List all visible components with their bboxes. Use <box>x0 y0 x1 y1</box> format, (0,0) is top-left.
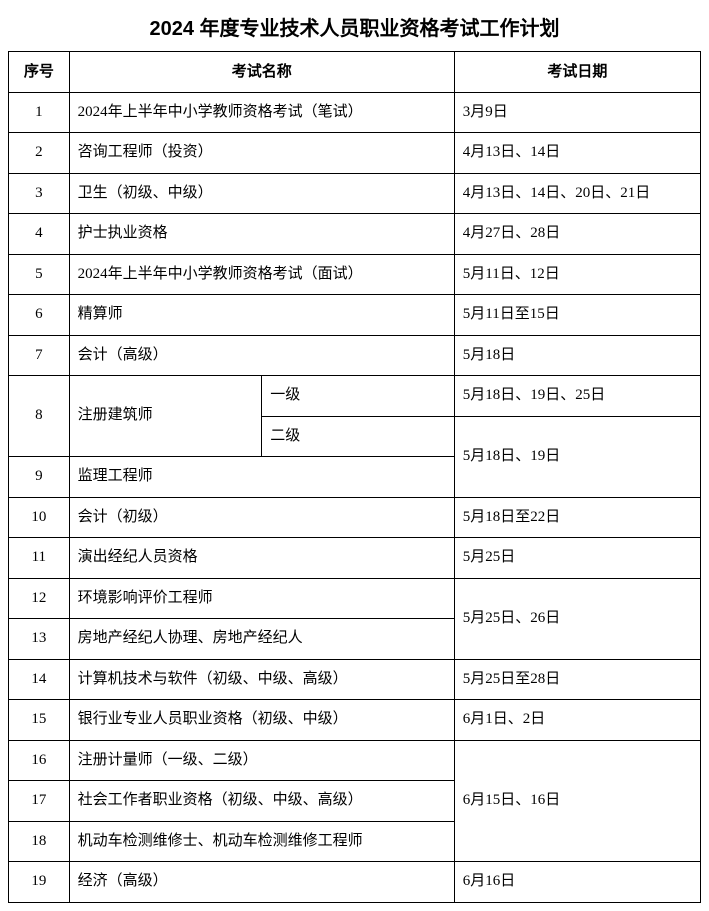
table-row: 4 护士执业资格 4月27日、28日 <box>9 214 701 255</box>
table-row: 12 环境影响评价工程师 5月25日、26日 <box>9 578 701 619</box>
cell-index: 2 <box>9 133 70 174</box>
page-title: 2024 年度专业技术人员职业资格考试工作计划 <box>8 12 701 41</box>
cell-name: 社会工作者职业资格（初级、中级、高级） <box>69 781 454 822</box>
cell-date: 4月27日、28日 <box>454 214 700 255</box>
exam-schedule-table: 序号 考试名称 考试日期 1 2024年上半年中小学教师资格考试（笔试） 3月9… <box>8 51 701 903</box>
cell-date: 4月13日、14日、20日、21日 <box>454 173 700 214</box>
table-row: 6 精算师 5月11日至15日 <box>9 295 701 336</box>
table-row: 15 银行业专业人员职业资格（初级、中级） 6月1日、2日 <box>9 700 701 741</box>
header-index: 序号 <box>9 52 70 93</box>
cell-name: 卫生（初级、中级） <box>69 173 454 214</box>
cell-index: 10 <box>9 497 70 538</box>
cell-date: 5月18日、19日 <box>454 416 700 497</box>
cell-name: 会计（高级） <box>69 335 454 376</box>
cell-index: 18 <box>9 821 70 862</box>
cell-name: 注册计量师（一级、二级） <box>69 740 454 781</box>
cell-date: 5月18日至22日 <box>454 497 700 538</box>
cell-index: 4 <box>9 214 70 255</box>
cell-date: 5月25日至28日 <box>454 659 700 700</box>
cell-index: 9 <box>9 457 70 498</box>
cell-index: 3 <box>9 173 70 214</box>
cell-name: 计算机技术与软件（初级、中级、高级） <box>69 659 454 700</box>
cell-index: 19 <box>9 862 70 903</box>
cell-index: 12 <box>9 578 70 619</box>
cell-name: 护士执业资格 <box>69 214 454 255</box>
cell-name: 经济（高级） <box>69 862 454 903</box>
table-row: 16 注册计量师（一级、二级） 6月15日、16日 <box>9 740 701 781</box>
cell-name: 2024年上半年中小学教师资格考试（笔试） <box>69 92 454 133</box>
cell-index: 8 <box>9 376 70 457</box>
cell-index: 7 <box>9 335 70 376</box>
cell-name: 机动车检测维修士、机动车检测维修工程师 <box>69 821 454 862</box>
cell-date: 5月18日、19日、25日 <box>454 376 700 417</box>
cell-name: 环境影响评价工程师 <box>69 578 454 619</box>
cell-index: 5 <box>9 254 70 295</box>
cell-name: 监理工程师 <box>69 457 454 498</box>
table-row: 10 会计（初级） 5月18日至22日 <box>9 497 701 538</box>
cell-date: 6月16日 <box>454 862 700 903</box>
cell-date: 6月1日、2日 <box>454 700 700 741</box>
cell-name: 2024年上半年中小学教师资格考试（面试） <box>69 254 454 295</box>
header-row: 序号 考试名称 考试日期 <box>9 52 701 93</box>
cell-subname: 一级 <box>262 376 455 417</box>
table-row: 19 经济（高级） 6月16日 <box>9 862 701 903</box>
cell-index: 14 <box>9 659 70 700</box>
header-name: 考试名称 <box>69 52 454 93</box>
cell-date: 5月11日、12日 <box>454 254 700 295</box>
cell-index: 17 <box>9 781 70 822</box>
table-row: 7 会计（高级） 5月18日 <box>9 335 701 376</box>
cell-index: 1 <box>9 92 70 133</box>
cell-name: 银行业专业人员职业资格（初级、中级） <box>69 700 454 741</box>
page: 2024 年度专业技术人员职业资格考试工作计划 序号 考试名称 考试日期 1 2… <box>8 12 701 903</box>
cell-name: 演出经纪人员资格 <box>69 538 454 579</box>
table-row: 1 2024年上半年中小学教师资格考试（笔试） 3月9日 <box>9 92 701 133</box>
table-row: 14 计算机技术与软件（初级、中级、高级） 5月25日至28日 <box>9 659 701 700</box>
cell-date: 4月13日、14日 <box>454 133 700 174</box>
cell-name: 精算师 <box>69 295 454 336</box>
cell-date: 3月9日 <box>454 92 700 133</box>
cell-index: 16 <box>9 740 70 781</box>
cell-date: 5月18日 <box>454 335 700 376</box>
cell-name: 注册建筑师 <box>69 376 262 457</box>
table-row: 5 2024年上半年中小学教师资格考试（面试） 5月11日、12日 <box>9 254 701 295</box>
table-row: 3 卫生（初级、中级） 4月13日、14日、20日、21日 <box>9 173 701 214</box>
cell-date: 5月25日、26日 <box>454 578 700 659</box>
cell-name: 房地产经纪人协理、房地产经纪人 <box>69 619 454 660</box>
cell-date: 5月11日至15日 <box>454 295 700 336</box>
table-row: 11 演出经纪人员资格 5月25日 <box>9 538 701 579</box>
cell-index: 13 <box>9 619 70 660</box>
cell-index: 6 <box>9 295 70 336</box>
cell-name: 会计（初级） <box>69 497 454 538</box>
cell-index: 15 <box>9 700 70 741</box>
table-row: 2 咨询工程师（投资） 4月13日、14日 <box>9 133 701 174</box>
cell-index: 11 <box>9 538 70 579</box>
header-date: 考试日期 <box>454 52 700 93</box>
cell-date: 6月15日、16日 <box>454 740 700 862</box>
cell-subname: 二级 <box>262 416 455 457</box>
cell-name: 咨询工程师（投资） <box>69 133 454 174</box>
table-row: 8 注册建筑师 一级 5月18日、19日、25日 <box>9 376 701 417</box>
cell-date: 5月25日 <box>454 538 700 579</box>
